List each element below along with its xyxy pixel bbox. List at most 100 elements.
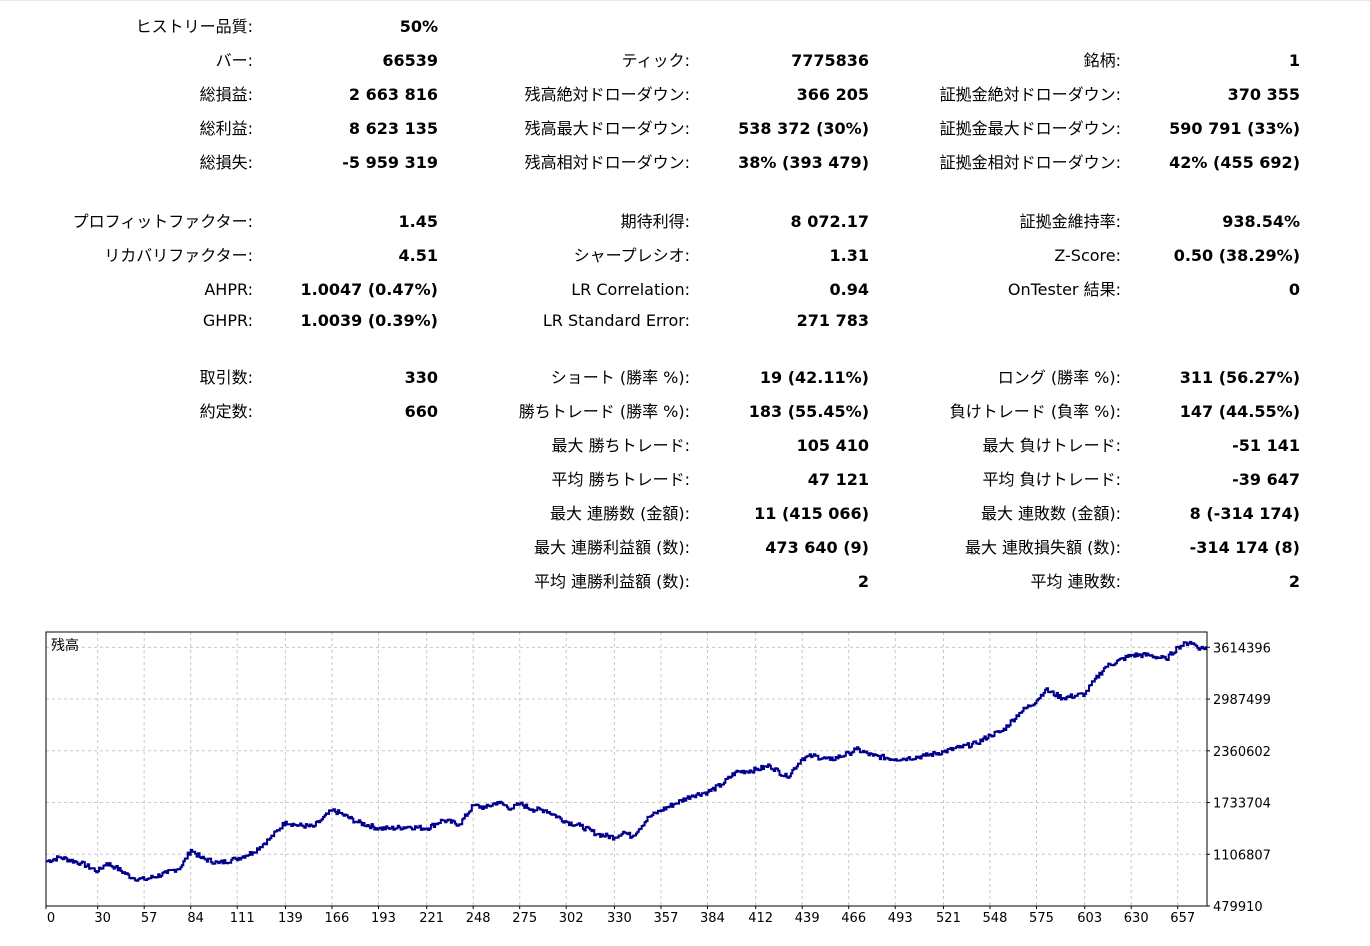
x-tick-label: 657 (1170, 911, 1195, 926)
lr-correlation-label: LR Correlation: (571, 280, 690, 299)
balance-dd-abs-value: 366 205 (796, 85, 869, 104)
z-score-value: 0.50 (38.29%) (1173, 246, 1300, 265)
x-tick-label: 193 (371, 911, 396, 926)
symbols-value: 1 (1288, 51, 1300, 70)
largest-profit-value: 105 410 (796, 436, 869, 455)
x-tick-label: 575 (1029, 911, 1054, 926)
x-tick-label: 521 (936, 911, 961, 926)
ghpr-value: 1.0039 (0.39%) (300, 311, 438, 330)
equity-dd-rel-label: 証拠金相対ドローダウン: (939, 153, 1121, 172)
ahpr-value: 1.0047 (0.47%) (300, 280, 438, 299)
x-tick-label: 412 (748, 911, 773, 926)
y-tick-label: 3614396 (1213, 641, 1271, 656)
y-tick-label: 1733704 (1213, 797, 1271, 812)
ghpr-label: GHPR: (202, 311, 253, 330)
bars-label: バー: (215, 51, 253, 70)
ticks-value: 7775836 (791, 51, 869, 70)
long-trades-label: ロング (勝率 %): (997, 368, 1121, 387)
short-trades-value: 19 (42.11%) (759, 368, 869, 387)
avg-consec-wins-value: 2 (857, 572, 869, 591)
x-tick-label: 0 (47, 911, 55, 926)
max-consec-wins-label: 最大 連勝数 (金額): (549, 504, 690, 523)
max-consec-loss-value: -314 174 (8) (1189, 538, 1300, 557)
top-border (0, 0, 1370, 1)
gross-loss-label: 総損失: (199, 153, 253, 172)
profit-factor-label: プロフィットファクター: (72, 212, 253, 231)
x-tick-label: 466 (841, 911, 866, 926)
chart-title: 残高 (51, 637, 79, 654)
ontester-value: 0 (1288, 280, 1300, 299)
y-tick-label: 2360602 (1213, 745, 1271, 760)
total-net-profit-label: 総損益: (199, 85, 253, 104)
ahpr-label: AHPR: (204, 280, 253, 299)
balance-line (46, 640, 1207, 882)
max-consec-profit-value: 473 640 (9) (765, 538, 869, 557)
total-trades-value: 330 (404, 368, 438, 387)
ontester-label: OnTester 結果: (1007, 280, 1121, 299)
x-tick-label: 166 (325, 911, 350, 926)
lr-std-error-value: 271 783 (796, 311, 869, 330)
x-tick-label: 439 (795, 911, 820, 926)
bars-value: 66539 (382, 51, 438, 70)
max-consec-loss-label: 最大 連敗損失額 (数): (964, 538, 1121, 557)
equity-dd-rel-value: 42% (455 692) (1169, 153, 1300, 172)
x-tick-label: 548 (983, 911, 1008, 926)
avg-consec-wins-label: 平均 連勝利益額 (数): (533, 572, 690, 591)
x-tick-label: 84 (187, 911, 204, 926)
y-tick-label: 2987499 (1213, 693, 1271, 708)
avg-loss-label: 平均 負けトレード: (982, 470, 1121, 489)
max-consec-losses-label: 最大 連敗数 (金額): (980, 504, 1121, 523)
balance-dd-rel-label: 残高相対ドローダウン: (524, 153, 690, 172)
balance-dd-abs-label: 残高絶対ドローダウン: (524, 85, 690, 104)
y-tick-label: 1106807 (1213, 848, 1271, 863)
avg-profit-value: 47 121 (807, 470, 869, 489)
profit-trades-label: 勝ちトレード (勝率 %): (518, 402, 690, 421)
equity-dd-max-value: 590 791 (33%) (1169, 119, 1300, 138)
x-tick-label: 275 (512, 911, 537, 926)
x-tick-label: 384 (700, 911, 725, 926)
chart-frame (45, 631, 1208, 907)
lr-correlation-value: 0.94 (829, 280, 869, 299)
x-tick-label: 302 (559, 911, 584, 926)
equity-dd-abs-label: 証拠金絶対ドローダウン: (939, 85, 1121, 104)
ticks-label: ティック: (621, 51, 690, 70)
equity-dd-abs-value: 370 355 (1227, 85, 1300, 104)
margin-level-value: 938.54% (1222, 212, 1300, 231)
loss-trades-value: 147 (44.55%) (1179, 402, 1300, 421)
expected-payoff-value: 8 072.17 (790, 212, 869, 231)
x-tick-label: 221 (419, 911, 444, 926)
sharpe-ratio-label: シャープレシオ: (573, 246, 690, 265)
total-deals-label: 約定数: (199, 402, 253, 421)
equity-dd-max-label: 証拠金最大ドローダウン: (939, 119, 1121, 138)
x-tick-label: 330 (607, 911, 632, 926)
gross-profit-label: 総利益: (199, 119, 253, 138)
profit-trades-value: 183 (55.45%) (748, 402, 869, 421)
profit-factor-value: 1.45 (398, 212, 438, 231)
largest-loss-value: -51 141 (1232, 436, 1300, 455)
x-tick-label: 139 (278, 911, 303, 926)
largest-loss-label: 最大 負けトレード: (982, 436, 1121, 455)
recovery-factor-value: 4.51 (398, 246, 438, 265)
x-tick-label: 603 (1077, 911, 1102, 926)
history-quality-value: 50% (399, 17, 438, 36)
avg-consec-losses-value: 2 (1288, 572, 1300, 591)
largest-profit-label: 最大 勝ちトレード: (551, 436, 690, 455)
x-tick-label: 493 (888, 911, 913, 926)
x-tick-label: 111 (230, 911, 255, 926)
total-trades-label: 取引数: (199, 368, 253, 387)
balance-dd-rel-value: 38% (393 479) (738, 153, 869, 172)
history-quality-label: ヒストリー品質: (135, 17, 253, 36)
z-score-label: Z-Score: (1054, 246, 1121, 265)
y-tick-label: 479910 (1213, 900, 1263, 915)
chart-plot-area (46, 632, 1207, 906)
short-trades-label: ショート (勝率 %): (550, 368, 690, 387)
max-consec-wins-value: 11 (415 066) (754, 504, 869, 523)
balance-dd-max-value: 538 372 (30%) (738, 119, 869, 138)
sharpe-ratio-value: 1.31 (829, 246, 869, 265)
lr-std-error-label: LR Standard Error: (542, 311, 690, 330)
total-net-profit-value: 2 663 816 (348, 85, 438, 104)
loss-trades-label: 負けトレード (負率 %): (949, 402, 1121, 421)
symbols-label: 銘柄: (1083, 51, 1121, 70)
gross-profit-value: 8 623 135 (348, 119, 438, 138)
